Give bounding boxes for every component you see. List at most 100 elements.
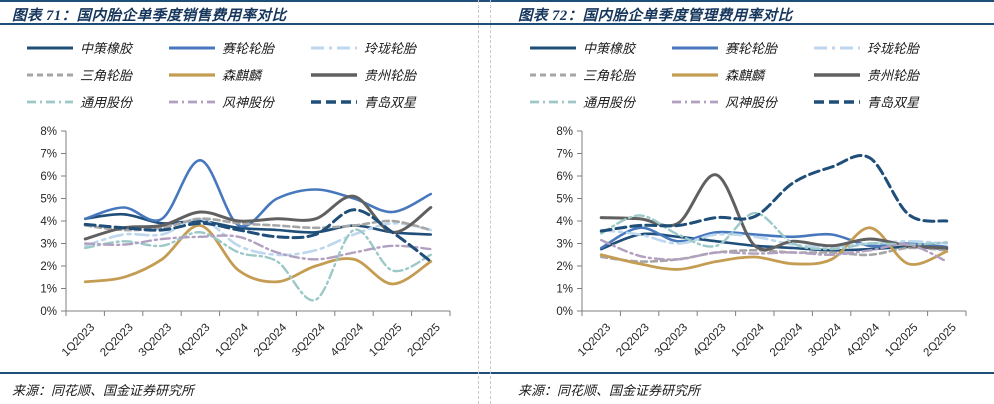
legend-marker <box>672 100 718 103</box>
series-line <box>83 217 433 232</box>
legend-row: 三角轮胎 森麒麟 贵州轮胎 <box>26 65 452 84</box>
series-line <box>599 154 949 233</box>
y-tick-label: 8% <box>40 126 57 138</box>
series-line <box>83 194 433 241</box>
legend-item: 赛轮轮胎 <box>168 38 310 57</box>
x-tick-label: 4Q2024 <box>845 321 883 359</box>
legend-item: 中策橡胶 <box>529 38 671 57</box>
chart-legend: 中策橡胶 赛轮轮胎 玲珑轮胎三角轮胎 森麒麟 贵州轮胎通用股份 风神股份 青岛双星 <box>490 38 994 111</box>
legend-label: 三角轮胎 <box>80 68 133 83</box>
x-tick-label: 2Q2023 <box>98 322 135 359</box>
chart-title: 图表 72：国内胎企单季度管理费用率对比 <box>518 8 793 24</box>
legend-label: 风神股份 <box>222 95 275 110</box>
legend-label: 通用股份 <box>80 95 133 110</box>
legend-marker <box>169 100 215 103</box>
legend-marker <box>672 46 718 49</box>
legend-marker <box>814 46 860 49</box>
legend-label: 贵州轮胎 <box>867 68 920 83</box>
legend-item: 赛轮轮胎 <box>671 38 813 57</box>
legend-row: 通用股份 风神股份 青岛双星 <box>529 92 955 111</box>
legend-marker <box>27 46 73 49</box>
legend-marker <box>27 73 73 76</box>
legend-marker <box>672 72 718 77</box>
x-tick-label: 1Q2023 <box>60 322 97 359</box>
cell-divider-left <box>478 0 479 404</box>
legend-label: 青岛双星 <box>867 95 920 110</box>
y-tick-label: 4% <box>40 216 57 228</box>
legend-marker <box>814 72 860 77</box>
y-tick-label: 8% <box>556 126 573 138</box>
legend-item: 玲珑轮胎 <box>310 38 452 57</box>
source-note: 来源：同花顺、国金证券研究所 <box>518 383 701 398</box>
legend-item: 通用股份 <box>529 92 671 111</box>
legend-item: 风神股份 <box>671 92 813 111</box>
series-line <box>83 212 433 236</box>
legend-marker <box>169 72 215 77</box>
y-tick-label: 4% <box>556 216 573 228</box>
chart-legend: 中策橡胶 赛轮轮胎 玲珑轮胎 三角轮胎 森麒麟 贵州轮胎 通用股份 风神股份 青岛双星 <box>0 38 478 111</box>
legend-marker <box>27 100 73 103</box>
legend-label: 森麒麟 <box>725 68 765 83</box>
legend-label: 玲珑轮胎 <box>364 41 417 56</box>
x-tick-label: 1Q2024 <box>213 321 251 359</box>
legend-marker <box>169 46 215 49</box>
y-tick-label: 5% <box>556 194 573 206</box>
legend-item: 玲珑轮胎 <box>813 38 955 57</box>
legend-marker <box>814 99 860 104</box>
title-underline <box>0 23 994 25</box>
chart-panel-admin-expense: 图表 72：国内胎企单季度管理费用率对比 中策橡胶 赛轮轮胎 玲珑轮胎三角轮胎 森麒麟… <box>490 0 994 404</box>
series-line <box>83 224 433 286</box>
y-tick-label: 0% <box>40 306 57 318</box>
y-tick-label: 1% <box>556 284 573 296</box>
series-line <box>600 238 948 263</box>
legend-item: 贵州轮胎 <box>813 65 955 84</box>
legend-label: 通用股份 <box>583 95 636 110</box>
x-tick-label: 3Q2024 <box>290 321 328 359</box>
legend-label: 玲珑轮胎 <box>867 41 920 56</box>
legend-item: 贵州轮胎 <box>310 65 452 84</box>
legend-item: 森麒麟 <box>671 65 813 84</box>
series-line <box>599 246 949 263</box>
y-tick-label: 7% <box>40 149 57 161</box>
y-tick-label: 6% <box>556 171 573 183</box>
x-tick-label: 3Q2023 <box>137 322 174 359</box>
series-line <box>83 217 433 257</box>
x-tick-label: 3Q2024 <box>806 321 844 359</box>
legend-label: 森麒麟 <box>222 68 262 83</box>
legend-row: 中策橡胶 赛轮轮胎 玲珑轮胎 <box>26 38 452 57</box>
legend-label: 青岛双星 <box>364 95 417 110</box>
chart-panel-sales-expense: 图表 71：国内胎企单季度销售费用率对比 中策橡胶 赛轮轮胎 玲珑轮胎 三角轮胎 森麒麟… <box>0 0 478 404</box>
legend-marker <box>311 46 357 49</box>
legend-label: 赛轮轮胎 <box>725 41 778 56</box>
legend-label: 中策橡胶 <box>583 41 636 56</box>
y-tick-label: 2% <box>40 261 57 273</box>
legend-item: 风神股份 <box>168 92 310 111</box>
y-tick-label: 5% <box>40 194 57 206</box>
y-tick-label: 3% <box>556 239 573 251</box>
series-line <box>84 228 432 302</box>
y-tick-label: 2% <box>556 261 573 273</box>
legend-row: 中策橡胶 赛轮轮胎 玲珑轮胎 <box>529 38 955 57</box>
x-tick-label: 3Q2023 <box>653 322 690 359</box>
legend-row: 三角轮胎 森麒麟 贵州轮胎 <box>529 65 955 84</box>
x-tick-label: 2Q2023 <box>614 322 651 359</box>
y-tick-label: 1% <box>40 284 57 296</box>
legend-marker <box>311 99 357 104</box>
series-line <box>84 234 432 261</box>
x-tick-label: 2Q2025 <box>405 322 442 359</box>
series-line <box>600 211 948 251</box>
legend-label: 三角轮胎 <box>583 68 636 83</box>
top-border-line <box>0 0 994 2</box>
y-tick-label: 0% <box>556 306 573 318</box>
legend-item: 森麒麟 <box>168 65 310 84</box>
legend-item: 三角轮胎 <box>26 65 168 84</box>
y-tick-label: 7% <box>556 149 573 161</box>
legend-item: 通用股份 <box>26 92 168 111</box>
legend-marker <box>530 46 576 49</box>
x-tick-label: 1Q2025 <box>367 322 404 359</box>
x-tick-label: 4Q2023 <box>175 322 212 359</box>
x-tick-label: 1Q2023 <box>576 322 613 359</box>
chart-title: 图表 71：国内胎企单季度销售费用率对比 <box>12 8 287 24</box>
series-line <box>83 208 433 263</box>
x-tick-label: 4Q2023 <box>691 322 728 359</box>
